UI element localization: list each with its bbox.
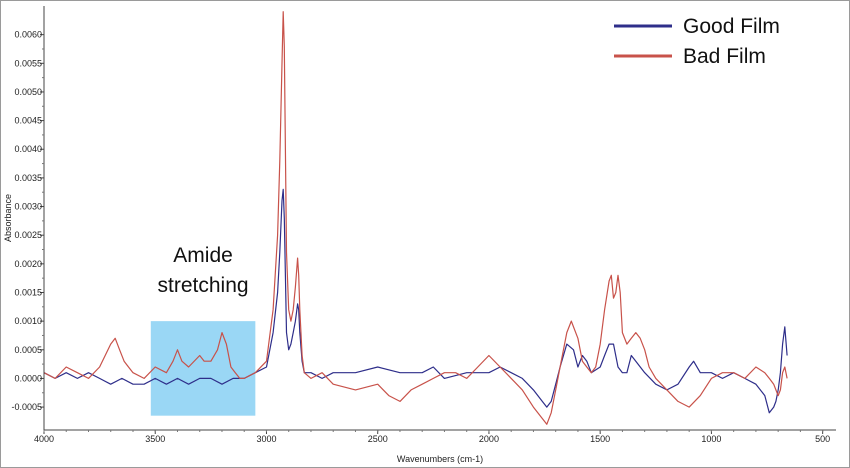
annotation-line-2: stretching — [158, 274, 249, 297]
x-tick-label: 2000 — [479, 434, 499, 444]
x-tick-label: 1500 — [590, 434, 610, 444]
y-tick-label: -0.0005 — [11, 402, 42, 412]
axes-layer: -0.0005 0.0000 0.0005 0.0010 0.0015 0.0020 0.0… — [3, 6, 836, 464]
y-tick-label: 0.0000 — [14, 373, 42, 383]
y-tick-label: 0.0050 — [14, 87, 42, 97]
y-tick-label: 0.0025 — [14, 230, 42, 240]
y-tick-label: 0.0020 — [14, 259, 42, 269]
y-tick-label: 0.0055 — [14, 58, 42, 68]
series-line-bad-film — [43, 11, 788, 425]
x-tick-label: 500 — [815, 434, 830, 444]
series-line-good-film — [43, 188, 788, 414]
y-tick-label: 0.0010 — [14, 316, 42, 326]
y-tick-label: 0.0030 — [14, 202, 42, 212]
series-layer — [43, 11, 788, 425]
x-tick-label: 4000 — [34, 434, 54, 444]
x-axis-label: Wavenumbers (cm-1) — [397, 454, 483, 464]
x-tick-label: 3500 — [145, 434, 165, 444]
annotation-layer: Amide stretching — [150, 244, 256, 416]
legend-label-bad-film: Bad Film — [683, 45, 766, 68]
x-tick-label: 1000 — [701, 434, 721, 444]
legend: Good Film Bad Film — [614, 15, 780, 68]
y-tick-label: 0.0035 — [14, 173, 42, 183]
y-tick-label: 0.0005 — [14, 345, 42, 355]
y-tick-label: 0.0015 — [14, 287, 42, 297]
x-tick-label: 3000 — [256, 434, 276, 444]
amide-highlight-box — [150, 321, 256, 416]
y-tick-label: 0.0045 — [14, 116, 42, 126]
y-tick-label: 0.0060 — [14, 30, 42, 40]
annotation-line-1: Amide — [173, 244, 233, 267]
y-tick-label: 0.0040 — [14, 144, 42, 154]
y-axis-label: Absorbance — [3, 194, 13, 242]
x-tick-label: 2500 — [368, 434, 388, 444]
legend-label-good-film: Good Film — [683, 15, 780, 38]
